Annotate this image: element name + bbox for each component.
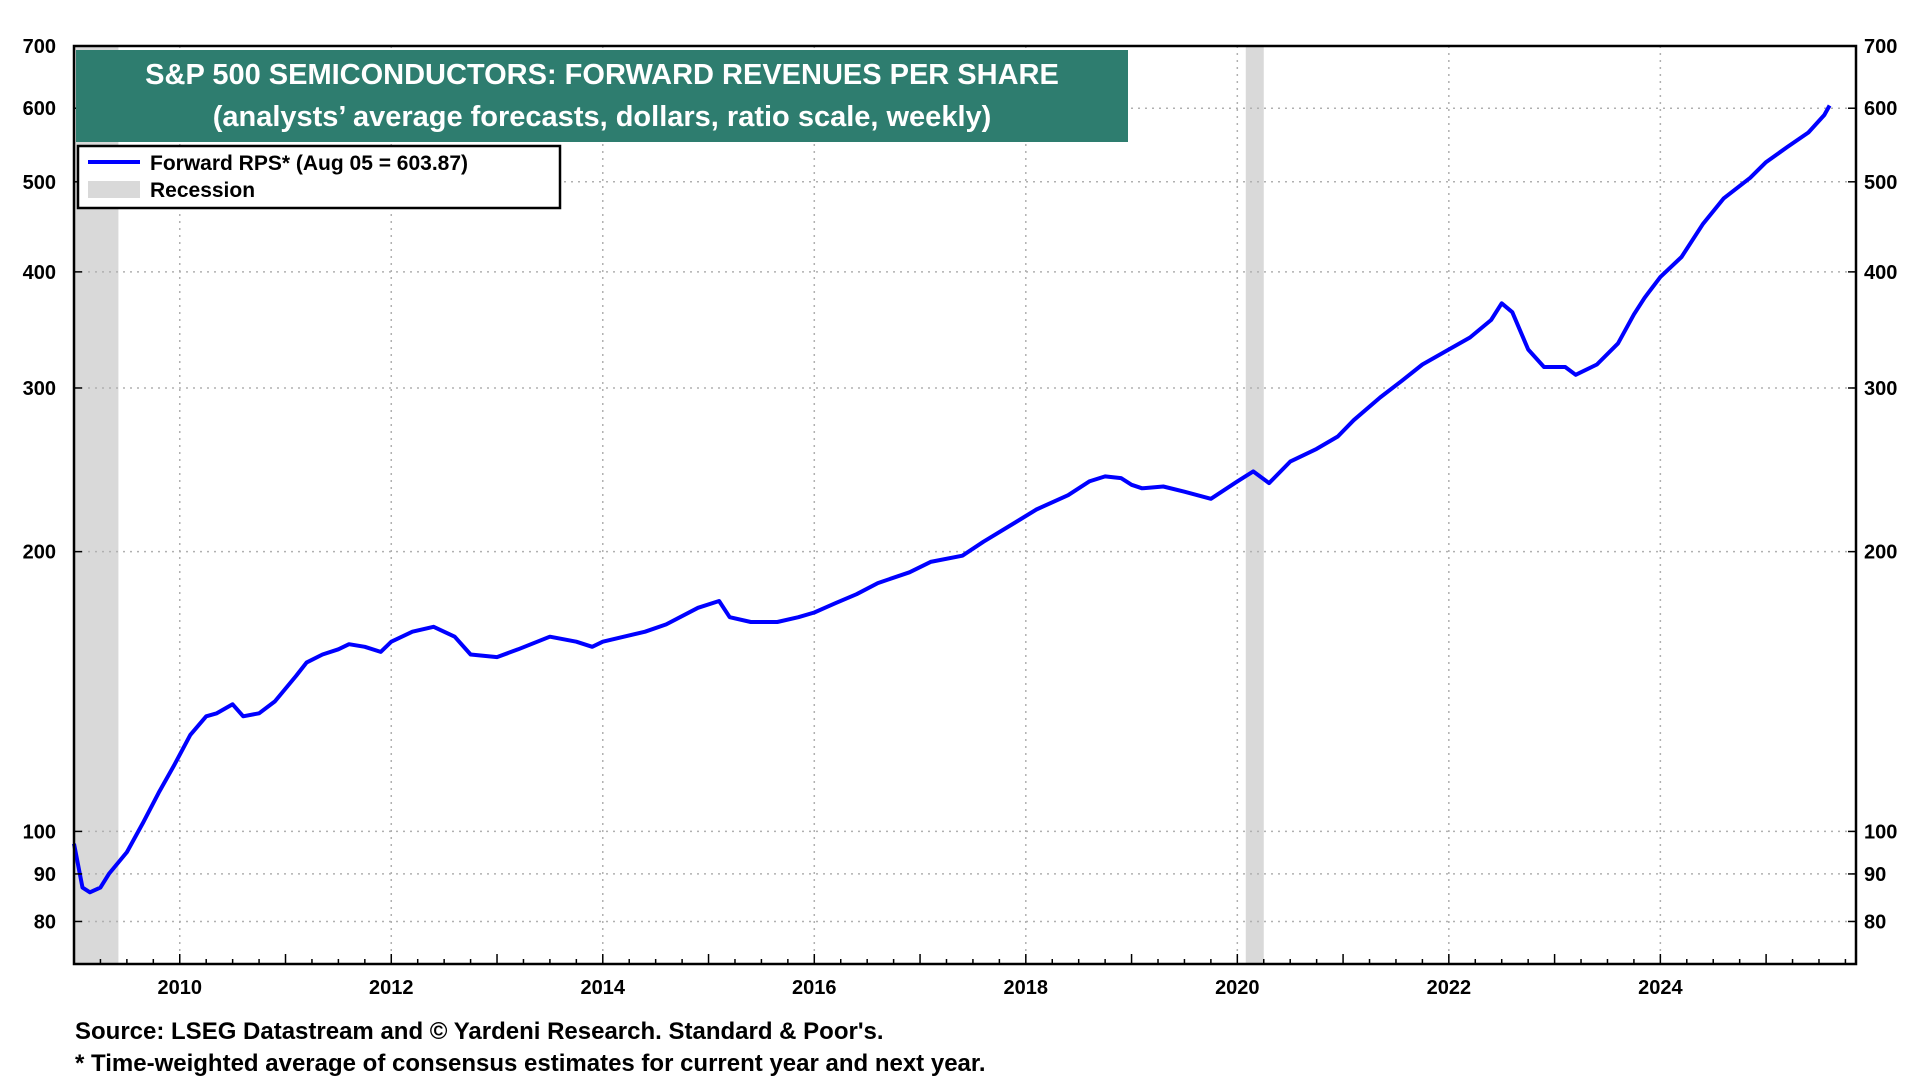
title-box-background xyxy=(76,50,1128,142)
legend-label-forward-rps: Forward RPS* (Aug 05 = 603.87) xyxy=(150,152,468,175)
y-tick-label-right: 80 xyxy=(1864,911,1886,933)
y-tick-label-left: 80 xyxy=(34,911,56,933)
footnote: * Time-weighted average of consensus est… xyxy=(75,1050,986,1077)
plot-frame xyxy=(72,44,1858,966)
y-tick-label-right: 700 xyxy=(1864,36,1897,58)
recession-band xyxy=(1245,46,1264,964)
y-tick-label-right: 600 xyxy=(1864,98,1897,120)
x-tick-label: 2012 xyxy=(369,977,414,999)
series-line-forward-rps xyxy=(72,104,1832,895)
ticks xyxy=(73,45,1856,964)
y-tick-label-left: 700 xyxy=(23,36,56,58)
y-tick-label-right: 300 xyxy=(1864,378,1897,400)
y-tick-label-right: 500 xyxy=(1864,172,1897,194)
y-tick-label-left: 200 xyxy=(23,542,56,564)
x-tick-label: 2014 xyxy=(581,977,626,999)
y-tick-label-left: 90 xyxy=(34,864,56,886)
source-note: Source: LSEG Datastream and © Yardeni Re… xyxy=(75,1018,884,1045)
chart: 80 80 90 90 100 100 200 200 300 300 400 400 500 500 60… xyxy=(23,36,1898,999)
x-tick-label: 2024 xyxy=(1638,977,1683,999)
y-tick-label-right: 400 xyxy=(1864,262,1897,284)
y-tick-label-left: 500 xyxy=(23,172,56,194)
chart-title: S&P 500 SEMICONDUCTORS: FORWARD REVENUES… xyxy=(145,59,1059,91)
x-tick-label: 2020 xyxy=(1215,977,1260,999)
y-tick-label-left: 600 xyxy=(23,98,56,120)
legend: Forward RPS* (Aug 05 = 603.87) Recession xyxy=(76,144,562,210)
axis-labels: 80 80 90 90 100 100 200 200 300 300 400 400 500 500 60… xyxy=(23,36,1898,999)
y-tick-label-right: 200 xyxy=(1864,542,1897,564)
x-tick-label: 2018 xyxy=(1004,977,1049,999)
chart-subtitle: (analysts’ average forecasts, dollars, r… xyxy=(213,101,992,133)
x-tick-label: 2022 xyxy=(1427,977,1472,999)
y-tick-label-left: 400 xyxy=(23,262,56,284)
y-tick-label-left: 300 xyxy=(23,378,56,400)
series-layer xyxy=(72,104,1832,895)
title-box: S&P 500 SEMICONDUCTORS: FORWARD REVENUES… xyxy=(76,50,1128,142)
x-tick-label: 2010 xyxy=(158,977,203,999)
y-tick-label-left: 100 xyxy=(23,821,56,843)
legend-box xyxy=(76,144,562,210)
legend-recession-swatch xyxy=(88,181,140,198)
y-tick-label-right: 90 xyxy=(1864,864,1886,886)
legend-label-recession: Recession xyxy=(150,179,255,202)
x-tick-label: 2016 xyxy=(792,977,837,999)
y-tick-label-right: 100 xyxy=(1864,821,1897,843)
